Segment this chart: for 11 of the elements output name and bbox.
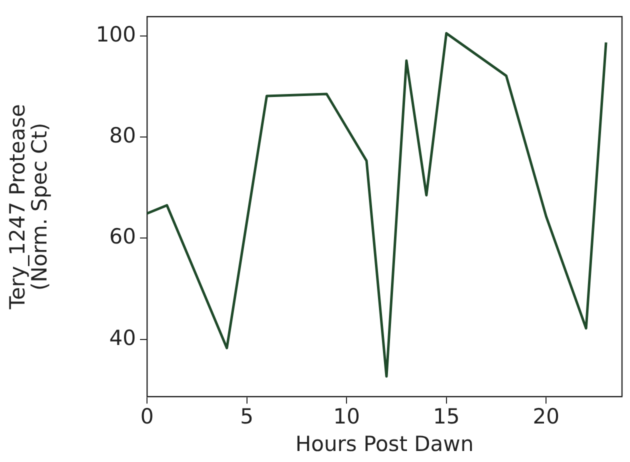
- x-tick-label: 20: [532, 404, 560, 429]
- x-tick-label: 5: [240, 404, 254, 429]
- x-tick-label: 0: [140, 404, 154, 429]
- x-axis-title: Hours Post Dawn: [295, 432, 474, 456]
- y-tick-label: 40: [109, 326, 136, 350]
- y-tick-label: 60: [109, 224, 136, 249]
- y-tick-label: 100: [96, 22, 136, 46]
- x-tick-label: 10: [333, 404, 360, 429]
- y-tick-label: 80: [109, 123, 136, 148]
- x-tick-label: 15: [433, 404, 460, 429]
- y-axis-title: Tery_1247 Protease (Norm. Spec Ct): [5, 104, 52, 310]
